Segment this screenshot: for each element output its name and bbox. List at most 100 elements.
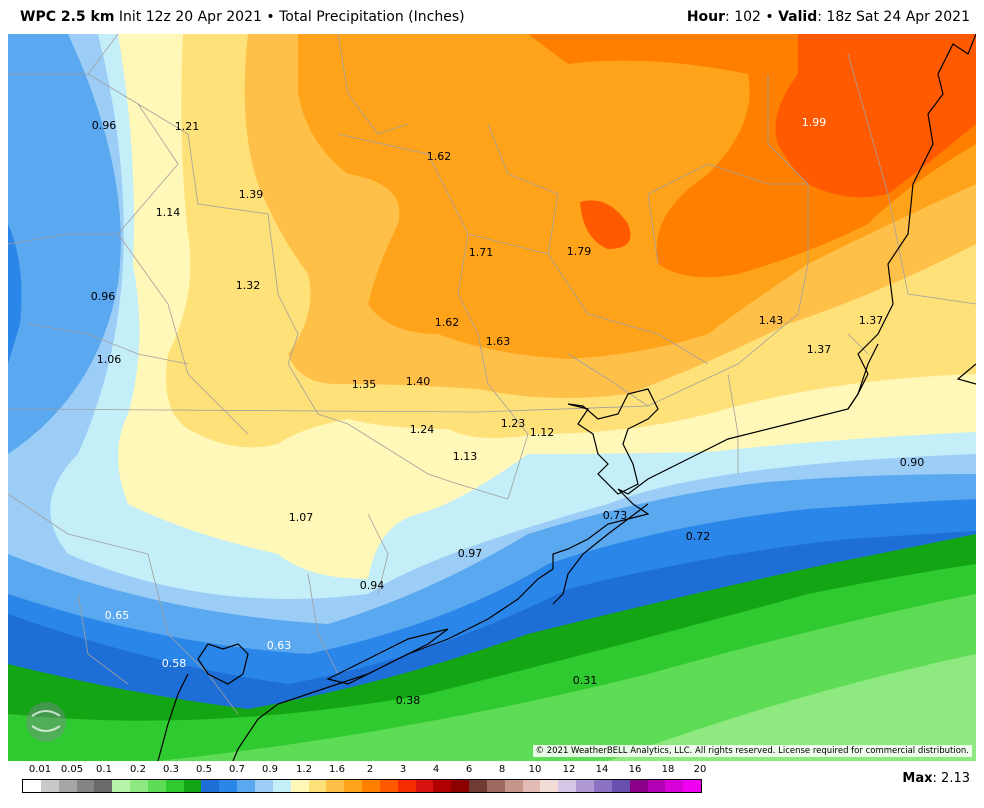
scale-swatch <box>201 780 220 792</box>
precip-value-label: 1.21 <box>174 120 200 133</box>
scale-tick-label: 2 <box>366 764 374 775</box>
precip-value-label: 1.79 <box>566 245 592 258</box>
precip-value-label: 0.94 <box>359 579 385 592</box>
scale-swatch <box>272 780 291 792</box>
precip-value-label: 1.13 <box>452 450 478 463</box>
scale-swatch <box>130 780 148 792</box>
valid-value: : 18z Sat 24 Apr 2021 <box>817 9 970 25</box>
max-number: : 2.13 <box>932 771 970 786</box>
scale-tick-label: 0.05 <box>60 764 84 775</box>
precip-value-label: 0.63 <box>266 639 292 652</box>
scale-bar <box>22 779 702 793</box>
init-time: Init 12z 20 Apr 2021 <box>118 9 262 25</box>
scale-tick-label: 10 <box>528 764 542 775</box>
precip-value-label: 1.12 <box>529 426 555 439</box>
band-22-small <box>580 200 631 249</box>
precip-value-label: 0.97 <box>457 547 483 560</box>
scale-swatch <box>290 780 309 792</box>
scale-swatch <box>629 780 648 792</box>
hour-value: : 102 <box>725 9 761 25</box>
precip-value-label: 1.07 <box>288 511 314 524</box>
scale-swatch <box>76 780 95 792</box>
scale-tick-label: 16 <box>628 764 642 775</box>
scale-swatch <box>486 780 505 792</box>
precip-value-label: 1.37 <box>806 343 832 356</box>
scale-swatch <box>379 780 398 792</box>
scale-tick-label: 3 <box>399 764 407 775</box>
precip-value-label: 1.39 <box>238 188 264 201</box>
scale-swatch <box>451 780 470 792</box>
precipitation-map[interactable] <box>8 34 976 761</box>
scale-swatch <box>647 780 666 792</box>
field-name: Total Precipitation (Inches) <box>279 9 465 25</box>
header-left: WPC 2.5 km Init 12z 20 Apr 2021 • Total … <box>20 0 465 34</box>
scale-swatch <box>308 780 327 792</box>
scale-tick-label: 0.01 <box>28 764 52 775</box>
scale-swatch <box>326 780 345 792</box>
scale-swatch <box>40 780 59 792</box>
valid-label: Valid <box>778 9 818 25</box>
precip-value-label: 1.32 <box>235 279 261 292</box>
weatherbell-logo <box>22 698 104 746</box>
precip-value-label: 1.43 <box>758 314 784 327</box>
scale-tick-label: 20 <box>693 764 707 775</box>
scale-swatch <box>237 780 255 792</box>
precip-value-label: 0.58 <box>161 657 187 670</box>
scale-ticks: 0.01 0.05 0.1 0.2 0.3 0.5 0.7 0.9 1.2 1.6 2 3 4 6 8 10 1… <box>22 764 707 778</box>
scale-tick-label: 1.6 <box>329 764 345 775</box>
scale-tick-label: 14 <box>595 764 609 775</box>
scale-swatch <box>558 780 577 792</box>
scale-swatch <box>397 780 416 792</box>
scale-swatch <box>112 780 131 792</box>
precip-value-label: 0.90 <box>899 456 925 469</box>
scale-swatch <box>94 780 113 792</box>
scale-swatch <box>683 780 702 792</box>
scale-swatch <box>147 780 166 792</box>
logo-icon <box>26 702 66 742</box>
scale-tick-label: 0.3 <box>163 764 179 775</box>
max-label: Max <box>902 771 933 786</box>
scale-tick-label: 4 <box>432 764 440 775</box>
precip-value-label: 0.72 <box>685 530 711 543</box>
precip-value-label: 1.24 <box>409 423 435 436</box>
scale-swatch <box>576 780 594 792</box>
scale-swatch <box>504 780 523 792</box>
header: WPC 2.5 km Init 12z 20 Apr 2021 • Total … <box>0 0 984 34</box>
scale-swatch <box>469 780 487 792</box>
scale-swatch <box>665 780 684 792</box>
copyright-notice: © 2021 WeatherBELL Analytics, LLC. All r… <box>532 745 972 757</box>
scale-tick-label: 0.5 <box>196 764 212 775</box>
precip-value-label: 1.99 <box>801 116 827 129</box>
scale-swatch <box>219 780 238 792</box>
precip-value-label: 0.73 <box>602 509 628 522</box>
precip-value-label: 1.37 <box>858 314 884 327</box>
map-canvas <box>8 34 976 761</box>
coastline <box>157 34 976 761</box>
band-07-left <box>8 224 22 364</box>
scale-tick-label: 0.2 <box>130 764 146 775</box>
scale-swatch <box>165 780 184 792</box>
separator-right: • <box>765 9 774 25</box>
scale-swatch <box>183 780 202 792</box>
model-name: WPC 2.5 km <box>20 9 115 25</box>
precip-value-label: 0.31 <box>572 674 598 687</box>
scale-tick-label: 6 <box>465 764 473 775</box>
precip-value-label: 1.63 <box>485 335 511 348</box>
precip-value-label: 1.62 <box>434 316 460 329</box>
county-lines <box>8 34 976 715</box>
scale-swatch <box>433 780 452 792</box>
hour-label: Hour <box>686 9 726 25</box>
band-22 <box>775 34 976 198</box>
scale-tick-label: 8 <box>498 764 506 775</box>
scale-swatch <box>522 780 541 792</box>
precip-value-label: 0.96 <box>90 290 116 303</box>
scale-tick-label: 0.1 <box>96 764 112 775</box>
scale-swatch <box>23 780 41 792</box>
precip-value-label: 1.40 <box>405 375 431 388</box>
precip-value-label: 1.71 <box>468 246 494 259</box>
scale-swatch <box>594 780 612 792</box>
precip-value-label: 1.14 <box>155 206 181 219</box>
scale-tick-label: 18 <box>661 764 675 775</box>
header-right: Hour: 102 • Valid: 18z Sat 24 Apr 2021 <box>687 0 970 34</box>
scale-swatch <box>415 780 434 792</box>
